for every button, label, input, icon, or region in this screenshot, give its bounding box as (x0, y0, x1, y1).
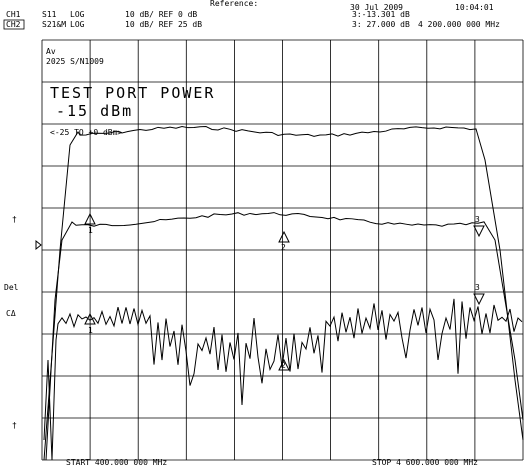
parameter: S11 (42, 10, 57, 19)
reference: Reference: (210, 0, 258, 8)
marker-label: 1 (88, 326, 93, 335)
scale: 10 dB/ REF 0 dB (125, 10, 197, 19)
side-label: † (12, 421, 17, 430)
stop-frequency: STOP 4 600.000 000 MHz (372, 458, 478, 467)
format: LOG (70, 20, 85, 29)
trace (43, 126, 524, 461)
marker-label: 3 (475, 215, 480, 224)
marker-symbol (278, 358, 290, 371)
reference-marker (35, 239, 42, 251)
time: 10:04:01 (455, 3, 494, 12)
marker-label: 1 (88, 226, 93, 235)
annotation-title: TEST PORT POWER (50, 84, 215, 102)
marker-symbol (473, 225, 485, 238)
marker-label: 2 (281, 361, 286, 370)
marker-symbol (84, 212, 96, 225)
trace (45, 212, 524, 461)
serial: 2025 S/N1009 (46, 57, 104, 66)
marker-value: 3: 27.000 dB (352, 20, 410, 29)
traces (43, 126, 524, 461)
active-channel-box (3, 19, 25, 30)
format: LOG (70, 10, 85, 19)
annotation-power: -15 dBm (56, 102, 133, 120)
marker-label: 3 (475, 283, 480, 292)
annotation-range: <-25 TO +0 dBm> (50, 128, 122, 137)
marker-symbol (473, 293, 485, 306)
side-label: † (12, 215, 17, 224)
marker-value: 3:-13.301 dB (352, 10, 410, 19)
channel: CH2 (6, 20, 21, 29)
marker-frequency: 4 200.000 000 MHz (418, 20, 500, 29)
marker-symbol (278, 230, 290, 243)
marker-label: 2 (281, 243, 286, 252)
marker-symbol (84, 312, 96, 325)
marker-group: 1 1 2 2 3 3 (84, 212, 485, 371)
side-label: CΔ (6, 309, 16, 318)
averaging: Av (46, 47, 56, 56)
channel: CH1 (6, 10, 21, 19)
scale: 10 dB/ REF 25 dB (125, 20, 202, 29)
parameter: S21&M (42, 20, 66, 29)
graticule (41, 39, 524, 461)
start-frequency: START 400.000 000 MHz (66, 458, 167, 467)
date: 30 Jul 2009 (350, 3, 403, 12)
trace (43, 298, 523, 461)
side-label: Del (4, 283, 19, 292)
